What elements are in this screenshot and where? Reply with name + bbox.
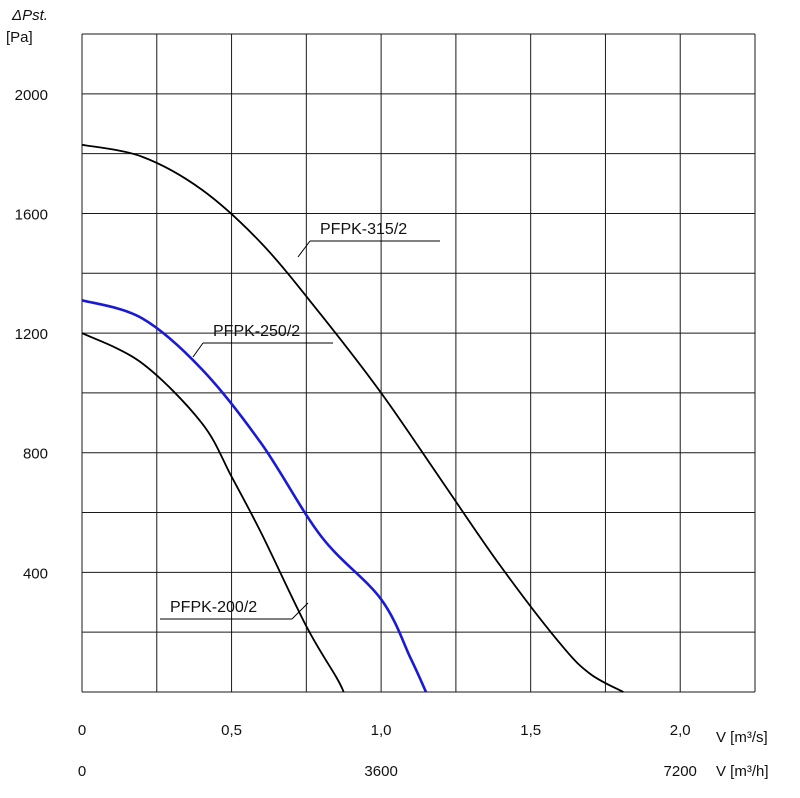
curve-pfpk-250-2 <box>81 298 428 693</box>
x-tick-label: 1,0 <box>371 722 392 739</box>
y-tick-label: 400 <box>23 565 48 582</box>
y-tick-label: 800 <box>23 446 48 463</box>
y-axis-symbol: ΔPst. <box>11 7 48 24</box>
series-labels: PFPK-315/2 PFPK-250/2 PFPK-200/2 <box>160 221 440 620</box>
leader-pointer-pfpk-200-2 <box>291 602 309 620</box>
x-tick-label: 2,0 <box>670 722 691 739</box>
x-tick-labels: 0 0,5 1,0 1,5 2,0 <box>78 722 691 739</box>
y-tick-labels: 400 800 1200 1600 2000 <box>15 87 48 583</box>
x-axis-label-primary: V [m³/s] <box>716 729 768 746</box>
curve-pfpk-200-2 <box>81 332 345 693</box>
curves <box>81 143 624 693</box>
y-tick-label: 1200 <box>15 326 48 343</box>
curve-pfpk-315-2 <box>81 143 624 693</box>
x2-tick-label: 7200 <box>664 763 697 780</box>
x2-tick-label: 0 <box>78 763 86 780</box>
x-axis-label-secondary: V [m³/h] <box>716 763 769 780</box>
x-tick-label: 1,5 <box>520 722 541 739</box>
x2-tick-label: 3600 <box>364 763 397 780</box>
x-tick-label: 0 <box>78 722 86 739</box>
y-tick-label: 1600 <box>15 206 48 223</box>
y-axis-unit: [Pa] <box>6 29 33 46</box>
series-label-pfpk-315-2: PFPK-315/2 <box>320 221 407 238</box>
y-tick-label: 2000 <box>15 87 48 104</box>
x-tick-label: 0,5 <box>221 722 242 739</box>
series-label-pfpk-250-2: PFPK-250/2 <box>213 323 300 340</box>
series-label-pfpk-200-2: PFPK-200/2 <box>170 599 257 616</box>
leader-pointer-pfpk-250-2 <box>192 342 204 358</box>
leader-pointer-pfpk-315-2 <box>297 240 311 258</box>
grid <box>81 33 756 693</box>
x2-tick-labels: 0 3600 7200 <box>78 763 697 780</box>
